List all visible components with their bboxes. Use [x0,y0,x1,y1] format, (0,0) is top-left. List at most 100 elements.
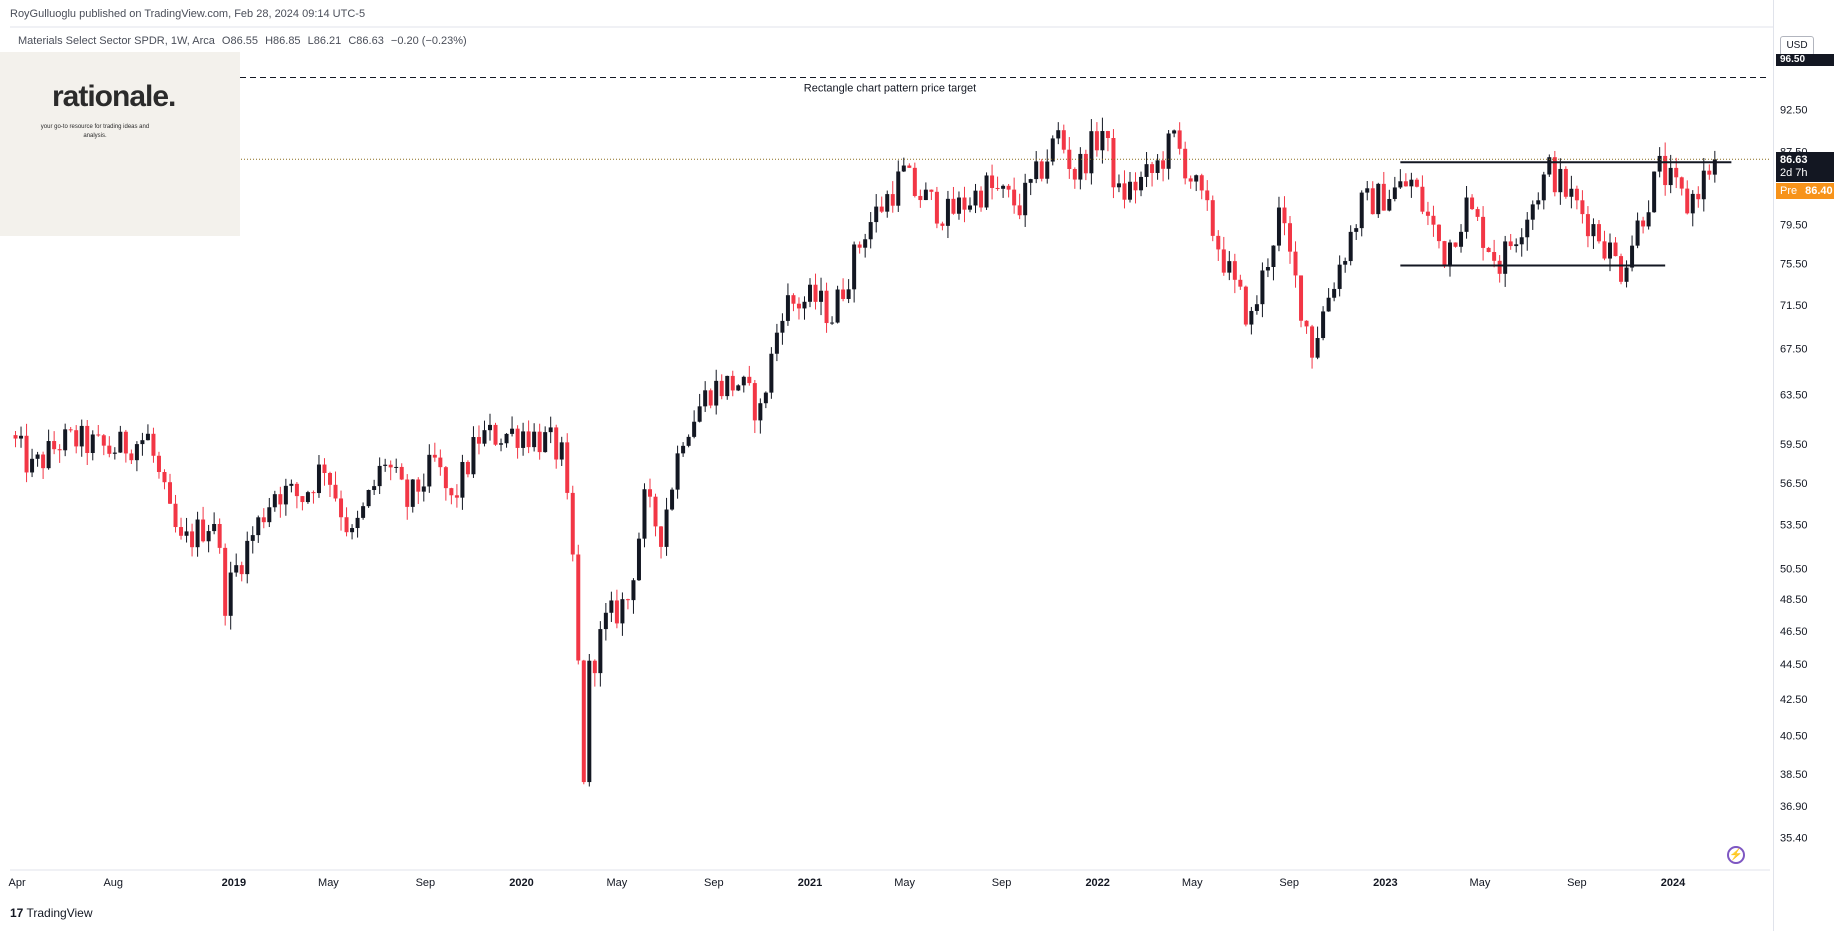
candle-body [1470,197,1475,210]
candle-body [675,453,680,490]
x-tick-label: May [607,877,628,889]
candle-body [1271,245,1276,268]
x-tick-label: 2019 [222,877,246,889]
candle-body [1442,241,1447,267]
candle-body [730,375,735,391]
y-tick-label: 75.50 [1780,259,1808,271]
candle-body [653,496,658,527]
candle-body [1006,185,1011,190]
candle-body [758,403,763,421]
candle-body [245,540,250,575]
x-tick-label: Apr [9,877,26,889]
x-tick-label: 2021 [798,877,822,889]
candle-body [1304,320,1309,327]
candle-body [399,466,404,480]
x-tick-label: Sep [704,877,724,889]
symbol-legend: Materials Select Sector SPDR, 1W, Arca O… [18,35,471,47]
candle-body [1133,181,1138,191]
x-tick-label: Sep [1567,877,1587,889]
target-price-tag: 96.50 [1776,54,1834,66]
candle-body [692,421,697,437]
y-tick-label: 71.50 [1780,300,1808,312]
candle-body [1580,200,1585,215]
candle-body [1475,209,1480,217]
candle-body [410,479,415,507]
candle-body [1552,157,1557,193]
candle-body [476,437,481,444]
price-axis[interactable] [1773,0,1835,931]
candle-body [614,600,619,624]
candle-body [1613,242,1618,257]
candle-body [1398,181,1403,188]
candle-body [984,175,989,208]
tradingview-brand[interactable]: 17 TradingView [10,906,93,920]
candle-body [1139,176,1144,191]
candle-body [1172,130,1177,134]
y-tick-label: 46.50 [1780,626,1808,638]
candle-body [747,376,752,384]
candle-body [1161,160,1166,169]
candle-body [951,198,956,214]
candle-body [780,320,785,333]
candle-body [1321,311,1326,339]
candle-body [1001,185,1006,189]
candle-body [1254,304,1259,311]
candle-body [868,222,873,240]
candle-body [874,206,879,223]
candle-body [940,223,945,226]
candle-body [1701,170,1706,200]
bar-countdown: 2d 7h [1780,167,1808,179]
candle-body [1072,168,1077,180]
candle-body [13,435,18,439]
candle-body [1381,183,1386,211]
candle-body [1403,181,1408,187]
candle-body [118,431,123,453]
candle-body [714,380,719,406]
candle-body [1276,207,1281,246]
candle-body [145,433,150,441]
candle-body [1282,207,1287,224]
candle-body [565,442,570,493]
candle-body [769,353,774,393]
lightning-icon[interactable]: ⚡ [1727,846,1745,864]
candle-body [1641,220,1646,227]
candle-body [1359,192,1364,229]
y-tick-label: 53.50 [1780,520,1808,532]
candle-body [543,432,548,453]
candle-body [1177,130,1182,149]
candle-body [554,427,559,460]
candle-body [681,445,686,454]
candle-body [1547,157,1552,175]
candle-body [1221,249,1226,273]
candle-body [1519,237,1524,245]
candle-body [741,376,746,386]
candle-body [1332,288,1337,298]
y-tick-label: 63.50 [1780,390,1808,402]
candle-body [488,424,492,431]
currency-button[interactable]: USD [1780,36,1814,56]
y-tick-label: 42.50 [1780,694,1808,706]
candle-body [388,464,393,468]
premarket-price-tag: Pre 86.40 [1776,183,1834,199]
candle-body [1100,131,1105,151]
candle-body [300,496,305,503]
candle-body [1348,231,1353,262]
y-tick-label: 48.50 [1780,594,1808,606]
candle-body [1205,190,1210,201]
candle-body [896,171,901,206]
candle-body [1453,242,1458,247]
candle-body [1414,179,1419,187]
candle-body [1690,193,1695,214]
candle-body [1288,223,1292,252]
premarket-label: Pre [1780,185,1798,197]
candle-body [642,489,647,539]
candle-body [151,433,156,456]
published-credit: RoyGulluoglu published on TradingView.co… [10,8,366,20]
candle-body [482,430,487,444]
x-tick-label: 2020 [509,877,533,889]
candle-body [101,435,106,446]
symbol-name[interactable]: Materials Select Sector SPDR, 1W, Arca [18,35,215,47]
candle-body [1486,247,1491,253]
candle-body [250,535,255,541]
